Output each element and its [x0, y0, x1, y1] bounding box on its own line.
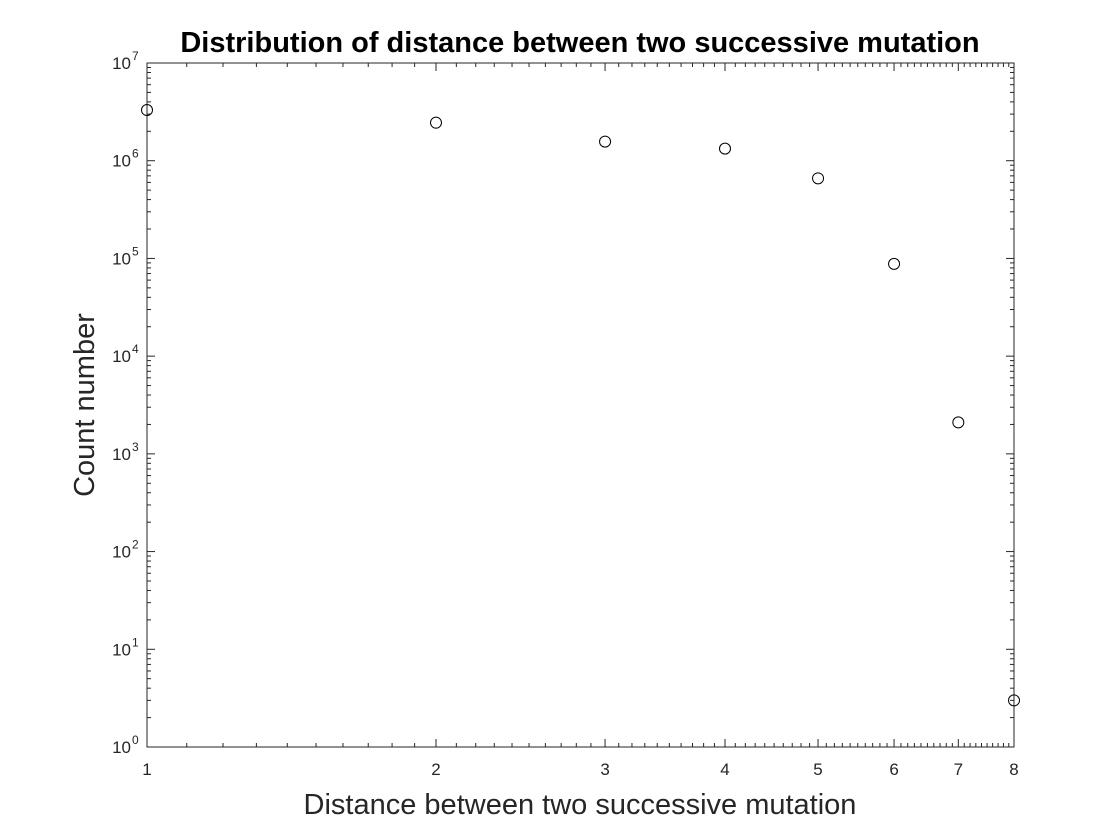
data-point-marker — [888, 257, 901, 270]
x-tick-label: 7 — [954, 760, 963, 779]
y-tick-label: 10 — [112, 152, 131, 171]
y-axis-label: Count number — [69, 313, 101, 497]
data-point-marker — [141, 104, 153, 117]
data-point-marker — [812, 172, 825, 185]
y-tick-exponent: 6 — [132, 147, 139, 161]
y-tick-exponent: 3 — [132, 440, 139, 454]
y-tick-exponent: 2 — [132, 538, 139, 552]
x-tick-label: 1 — [142, 760, 151, 779]
x-axis-label: Distance between two successive mutation — [304, 789, 857, 821]
plot-axes — [146, 62, 1015, 748]
data-point-marker — [430, 116, 442, 129]
x-tick-label: 8 — [1009, 760, 1018, 779]
y-tick-label: 10 — [112, 347, 131, 366]
y-tick-label: 10 — [112, 445, 131, 464]
x-tick-label: 2 — [431, 760, 440, 779]
x-tick-label: 6 — [889, 760, 898, 779]
plot-area-border — [146, 62, 1015, 748]
data-markers — [141, 104, 1020, 707]
y-tick-exponent: 0 — [132, 733, 139, 747]
y-tick-label: 10 — [112, 54, 131, 73]
data-point-marker — [719, 142, 731, 155]
y-tick-label: 10 — [112, 738, 131, 757]
data-point-marker — [1008, 694, 1020, 707]
y-tick-label: 10 — [112, 640, 131, 659]
data-point-marker — [599, 135, 612, 148]
data-point-marker — [952, 416, 965, 429]
y-tick-exponent: 5 — [132, 244, 139, 258]
y-tick-exponent: 7 — [132, 49, 139, 63]
x-tick-label: 4 — [720, 760, 729, 779]
chart-title: Distribution of distance between two suc… — [180, 27, 979, 59]
x-tick-label: 5 — [813, 760, 822, 779]
x-tick-label: 3 — [600, 760, 609, 779]
y-tick-exponent: 1 — [132, 635, 139, 649]
y-tick-label: 10 — [112, 543, 131, 562]
y-tick-label: 10 — [112, 249, 131, 268]
y-tick-exponent: 4 — [132, 342, 139, 356]
